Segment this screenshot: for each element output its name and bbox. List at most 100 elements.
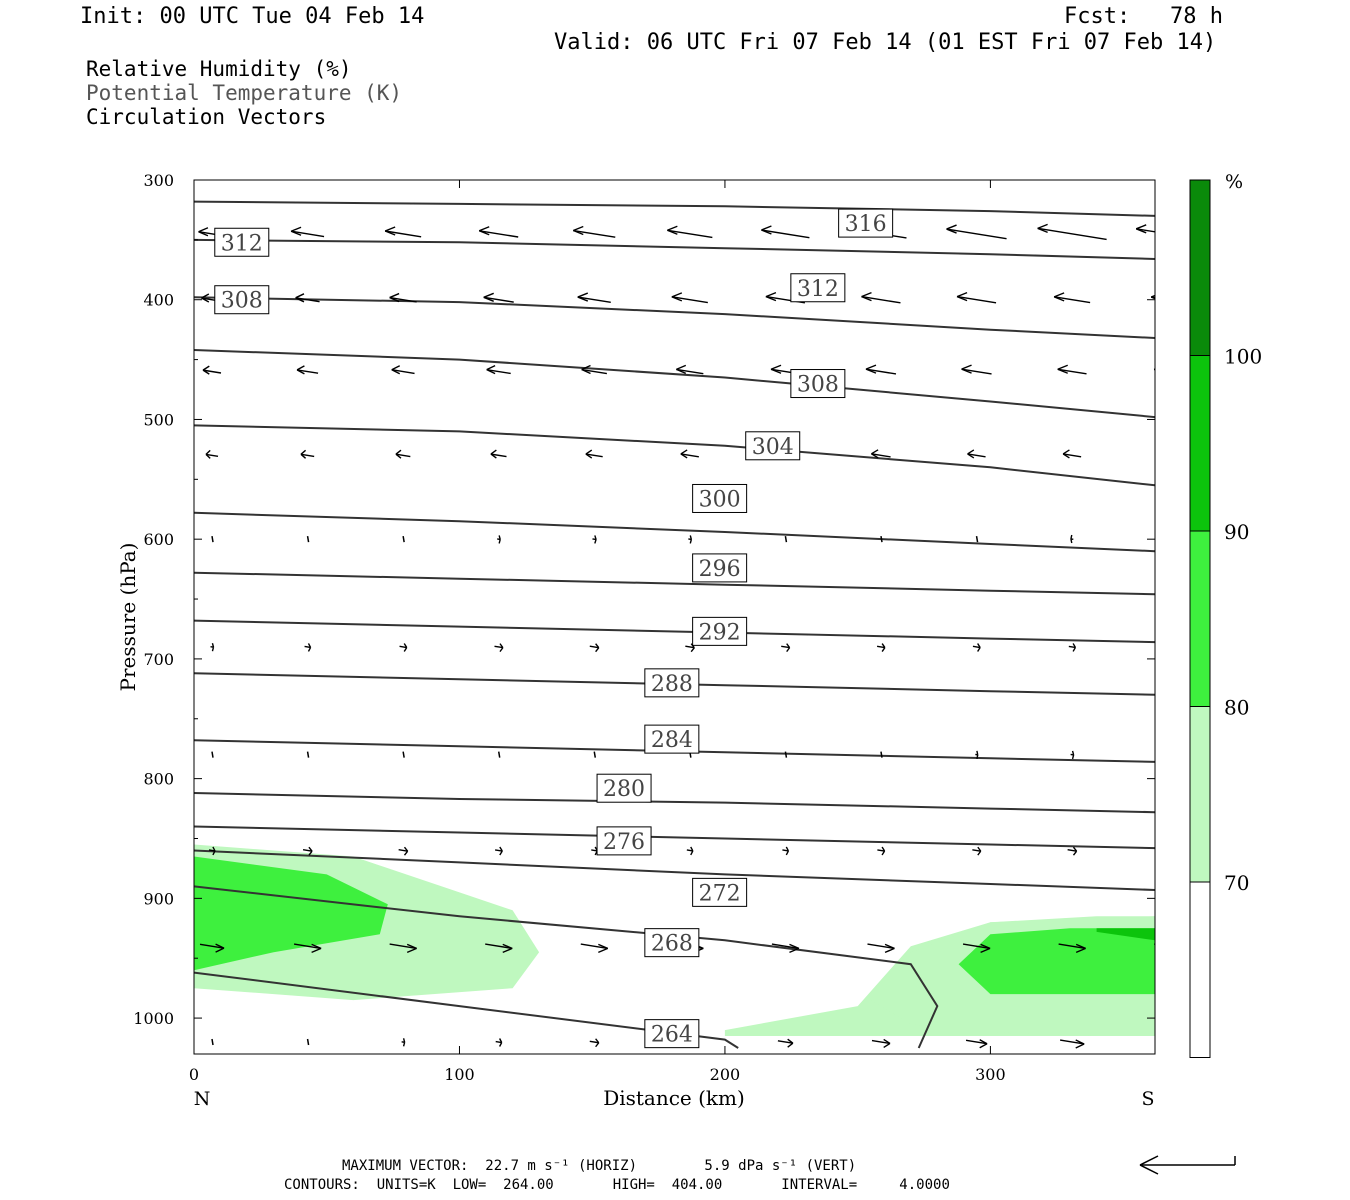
theta-contour-296 — [194, 571, 1155, 596]
circulation-vector — [593, 751, 597, 758]
contour-label-text: 316 — [845, 212, 887, 237]
contour-label-box — [596, 773, 652, 803]
contour-label-box — [214, 285, 270, 315]
circulation-vector — [1057, 364, 1087, 375]
circulation-vector — [1070, 534, 1074, 544]
circulation-vector — [686, 846, 694, 856]
contour-label-296: 296 — [692, 553, 748, 583]
circulation-vector — [781, 643, 791, 653]
contour-label-text: 304 — [752, 435, 794, 460]
theta-contour-280 — [194, 792, 1155, 814]
theta-contour-264 — [194, 971, 739, 1049]
x-tick-label: 300 — [975, 1065, 1006, 1084]
contour-label-box — [596, 826, 652, 856]
contour-label-box — [644, 1019, 700, 1049]
theta-contour-304 — [194, 424, 1155, 487]
circulation-vector — [972, 643, 981, 652]
contour-label-text: 292 — [699, 620, 741, 645]
circulation-vector — [306, 751, 310, 758]
circulation-vector — [975, 750, 979, 760]
contour-label-box — [644, 668, 700, 698]
circulation-vector — [306, 1038, 310, 1046]
circulation-vector — [956, 291, 997, 304]
circulation-vector — [1060, 1039, 1085, 1049]
circulation-vector — [871, 1038, 891, 1049]
circulation-vector — [391, 365, 415, 375]
contour-label-312: 312 — [790, 273, 846, 303]
circulation-vector — [486, 365, 511, 375]
circulation-vector — [975, 536, 979, 543]
circulation-vector — [296, 365, 319, 375]
circulation-vector — [398, 846, 409, 856]
circulation-vector — [573, 225, 616, 238]
circulation-vector — [494, 643, 504, 653]
circulation-vector — [867, 943, 895, 954]
circulation-vector — [1037, 223, 1107, 241]
circulation-vector — [1153, 368, 1155, 371]
circulation-vector — [211, 751, 214, 758]
max-vector-text: MAXIMUM VECTOR: 22.7 m s⁻¹ (HORIZ) 5.9 d… — [342, 1158, 857, 1174]
circulation-vector — [581, 364, 607, 375]
circulation-vector — [1053, 292, 1091, 304]
contour-label-box — [745, 431, 801, 461]
circulation-vector — [777, 1038, 794, 1048]
contour-label-box — [644, 928, 700, 958]
colorbar-unit: % — [1225, 171, 1243, 193]
circulation-vector — [671, 292, 708, 304]
theta-contour-316 — [194, 238, 1155, 260]
colorbar-band — [1189, 881, 1211, 1058]
legend-vectors: Circulation Vectors — [86, 105, 327, 129]
circulation-vector — [199, 943, 225, 953]
contour-label-292: 292 — [692, 616, 748, 646]
circulation-vector — [876, 643, 886, 652]
circulation-vector — [295, 293, 320, 303]
circulation-vector — [1166, 751, 1169, 759]
circulation-vector — [399, 643, 408, 652]
contour-label-text: 308 — [797, 373, 839, 398]
contour-label-312: 312 — [214, 227, 270, 257]
circulation-vector — [1159, 450, 1176, 458]
contour-label-text: 288 — [651, 672, 693, 697]
circulation-vector — [880, 536, 883, 543]
circulation-vector — [865, 364, 897, 375]
colorbar-level-label: 100 — [1224, 345, 1262, 369]
circulation-vector — [784, 536, 788, 543]
contour-label-text: 264 — [651, 1023, 693, 1048]
reference-vector — [1139, 1155, 1236, 1175]
circulation-vector — [304, 643, 312, 652]
circulation-vector — [877, 846, 886, 856]
circulation-vector — [205, 449, 219, 459]
x-tick-label: 200 — [710, 1065, 741, 1084]
circulation-vector — [494, 846, 503, 856]
contour-label-text: 308 — [221, 289, 263, 314]
right-end-label: S — [1141, 1088, 1154, 1110]
circulation-vector — [478, 226, 519, 238]
circulation-vector — [580, 943, 609, 954]
theta-contour-312 — [194, 296, 1155, 339]
circulation-vector — [972, 846, 982, 856]
rh-region-90-5 — [1096, 928, 1155, 941]
circulation-vector — [961, 364, 992, 375]
theta-contour-300 — [194, 511, 1155, 553]
theta-contour-292 — [194, 619, 1155, 644]
circulation-vector — [782, 846, 790, 856]
circulation-vector — [402, 536, 405, 543]
theta-contour-268 — [194, 885, 939, 1049]
contour-label-box — [790, 369, 846, 399]
theta-contour-14 — [194, 200, 1155, 217]
y-tick-label: 600 — [143, 530, 174, 549]
circulation-vector — [1068, 643, 1077, 652]
contour-label-box — [692, 877, 748, 907]
colorbar-level-label: 70 — [1224, 871, 1249, 895]
rh-region-80-1 — [194, 856, 388, 971]
circulation-vector — [946, 224, 1007, 240]
circulation-vector — [302, 846, 313, 856]
circulation-vector — [784, 751, 788, 758]
theta-contour-272 — [194, 849, 1155, 891]
circulation-vector — [771, 943, 800, 954]
contour-label-box — [790, 273, 846, 303]
y-tick-label: 700 — [143, 650, 174, 669]
circulation-vector — [1150, 294, 1155, 300]
circulation-vector — [1058, 943, 1086, 954]
contour-label-text: 300 — [699, 487, 741, 512]
